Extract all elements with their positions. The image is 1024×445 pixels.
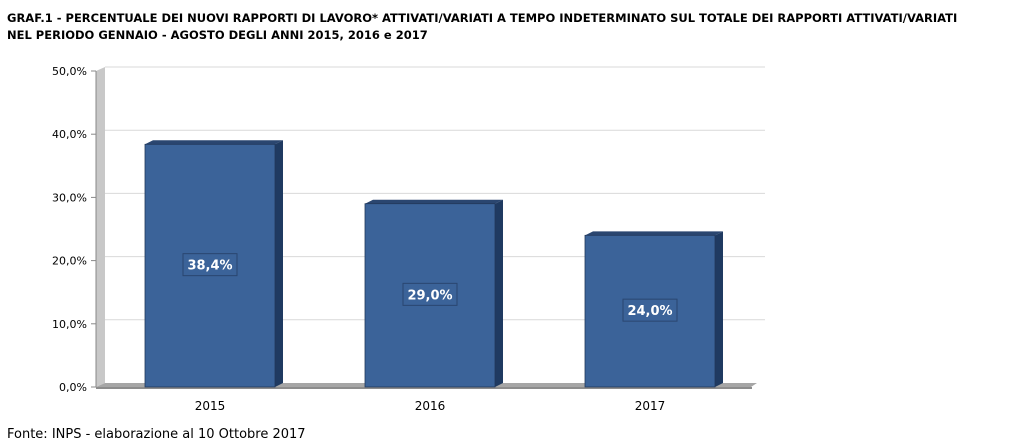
data-label-box [402,282,458,306]
chart-title-line-2: NEL PERIODO GENNAIO - AGOSTO DEGLI ANNI … [7,28,428,42]
x-tick-label: 2015 [195,399,226,413]
y-tick-label: 30,0% [52,191,87,204]
chart-title-line-1: GRAF.1 - PERCENTUALE DEI NUOVI RAPPORTI … [7,11,958,25]
data-label-box [182,253,238,277]
data-label: 29,0% [407,288,452,303]
y-tick-label: 10,0% [52,318,87,331]
y-tick-label: 40,0% [52,128,87,141]
x-tick-label: 2016 [415,399,446,413]
bar-top [365,199,503,204]
data-label: 24,0% [627,304,672,319]
source-note: Fonte: INPS - elaborazione al 10 Ottobre… [7,427,306,442]
data-label-box [622,298,678,322]
bar-side [275,140,283,387]
x-tick-label: 2017 [635,399,666,413]
data-label: 38,4% [187,259,232,274]
chart-side-wall [96,67,105,387]
bar-side [715,231,723,387]
y-tick-label: 20,0% [52,255,87,268]
chart-title: GRAF.1 - PERCENTUALE DEI NUOVI RAPPORTI … [7,10,1017,44]
y-tick-label: 0,0% [59,381,87,394]
y-tick-label: 50,0% [52,65,87,78]
bar-top [145,140,283,145]
chart-floor-edge [96,387,752,389]
bar-top [585,231,723,236]
bar-side [495,199,503,387]
